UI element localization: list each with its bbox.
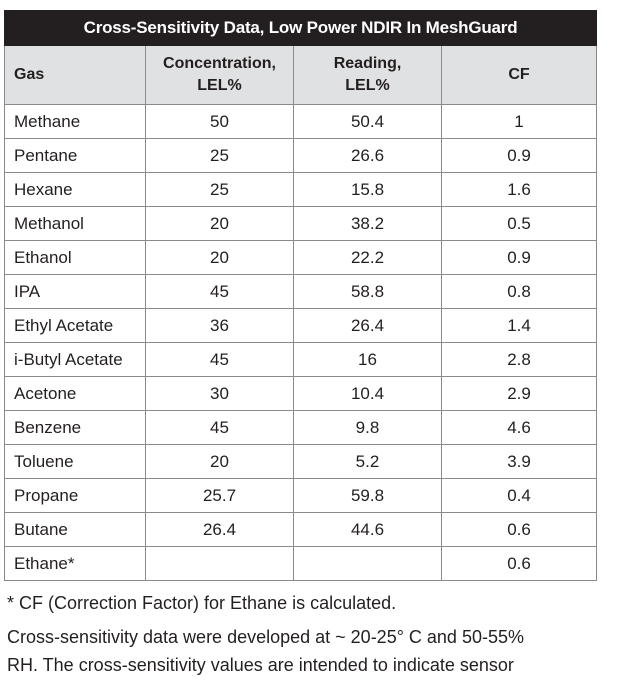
cell-gas: Ethyl Acetate	[4, 308, 146, 343]
table-row: IPA 45 58.8 0.8	[4, 274, 598, 309]
cell-cf: 3.9	[440, 444, 598, 479]
header-gas: Gas	[4, 45, 146, 105]
cell-concentration: 25	[145, 172, 294, 207]
cell-cf: 0.9	[440, 240, 598, 275]
cell-reading: 10.4	[293, 376, 442, 411]
cell-concentration: 45	[145, 410, 294, 445]
cell-cf: 1.6	[440, 172, 598, 207]
cell-cf: 2.9	[440, 376, 598, 411]
table-row: Pentane 25 26.6 0.9	[4, 138, 598, 173]
cell-reading: 15.8	[293, 172, 442, 207]
cell-concentration: 50	[145, 104, 294, 139]
cell-concentration: 36	[145, 308, 294, 343]
table-row: Methanol 20 38.2 0.5	[4, 206, 598, 241]
table-title: Cross-Sensitivity Data, Low Power NDIR I…	[3, 10, 598, 46]
cell-reading: 58.8	[293, 274, 442, 309]
header-concentration-line2: LEL%	[197, 77, 242, 94]
table-row: Toluene 20 5.2 3.9	[4, 444, 598, 479]
cell-reading: 44.6	[293, 512, 442, 547]
cell-concentration: 20	[145, 444, 294, 479]
cell-concentration: 20	[145, 206, 294, 241]
table-body: Methane 50 50.4 1 Pentane 25 26.6 0.9 Hexane 25 15…	[4, 104, 598, 581]
cell-reading: 59.8	[293, 478, 442, 513]
table-row: Acetone 30 10.4 2.9	[4, 376, 598, 411]
header-cf: CF	[440, 45, 598, 105]
cell-reading	[293, 546, 442, 581]
cell-gas: Methane	[4, 104, 146, 139]
table-row: Ethanol 20 22.2 0.9	[4, 240, 598, 275]
cell-gas: i-Butyl Acetate	[4, 342, 146, 377]
paragraph-line-1: Cross-sensitivity data were developed at…	[7, 627, 524, 647]
cell-gas: IPA	[4, 274, 146, 309]
cell-concentration: 20	[145, 240, 294, 275]
cell-concentration: 25.7	[145, 478, 294, 513]
table-row: Butane 26.4 44.6 0.6	[4, 512, 598, 547]
cell-gas: Acetone	[4, 376, 146, 411]
cell-cf: 0.8	[440, 274, 598, 309]
cell-cf: 2.8	[440, 342, 598, 377]
cell-reading: 38.2	[293, 206, 442, 241]
footnote: * CF (Correction Factor) for Ethane is c…	[7, 593, 397, 613]
table-title-row: Cross-Sensitivity Data, Low Power NDIR I…	[3, 10, 598, 46]
cell-reading: 50.4	[293, 104, 442, 139]
table-row: i-Butyl Acetate 45 16 2.8	[4, 342, 598, 377]
cell-gas: Hexane	[4, 172, 146, 207]
cell-reading: 5.2	[293, 444, 442, 479]
description-paragraph: Cross-sensitivity data were developed at…	[7, 623, 607, 679]
cell-reading: 22.2	[293, 240, 442, 275]
cell-reading: 26.6	[293, 138, 442, 173]
table-row: Benzene 45 9.8 4.6	[4, 410, 598, 445]
cell-cf: 0.4	[440, 478, 598, 513]
table-row: Ethane* 0.6	[4, 546, 598, 581]
header-concentration: Concentration, LEL%	[145, 45, 294, 105]
cell-cf: 4.6	[440, 410, 598, 445]
cell-cf: 1.4	[440, 308, 598, 343]
paragraph-line-2: RH. The cross-sensitivity values are int…	[7, 655, 514, 675]
document: Cross-Sensitivity Data, Low Power NDIR I…	[3, 10, 598, 679]
cell-gas: Ethane*	[4, 546, 146, 581]
cell-concentration: 45	[145, 342, 294, 377]
header-reading: Reading, LEL%	[293, 45, 442, 105]
cell-cf: 1	[440, 104, 598, 139]
cell-gas: Butane	[4, 512, 146, 547]
cell-gas: Toluene	[4, 444, 146, 479]
cell-cf: 0.6	[440, 512, 598, 547]
cell-cf: 0.6	[440, 546, 598, 581]
table-row: Methane 50 50.4 1	[4, 104, 598, 139]
cell-gas: Pentane	[4, 138, 146, 173]
table-header-row: Gas Concentration, LEL% Reading, LEL% CF	[4, 45, 598, 105]
table-row: Hexane 25 15.8 1.6	[4, 172, 598, 207]
cell-concentration: 30	[145, 376, 294, 411]
cell-reading: 9.8	[293, 410, 442, 445]
cell-concentration: 25	[145, 138, 294, 173]
cell-concentration	[145, 546, 294, 581]
cell-gas: Benzene	[4, 410, 146, 445]
header-concentration-line1: Concentration,	[163, 55, 276, 72]
header-reading-line1: Reading,	[333, 55, 402, 72]
cell-concentration: 26.4	[145, 512, 294, 547]
cell-gas: Propane	[4, 478, 146, 513]
cell-gas: Methanol	[4, 206, 146, 241]
cell-cf: 0.5	[440, 206, 598, 241]
cell-reading: 16	[293, 342, 442, 377]
header-reading-line2: LEL%	[345, 77, 390, 94]
table-row: Ethyl Acetate 36 26.4 1.4	[4, 308, 598, 343]
cell-reading: 26.4	[293, 308, 442, 343]
cell-concentration: 45	[145, 274, 294, 309]
cell-cf: 0.9	[440, 138, 598, 173]
cross-sensitivity-table: Cross-Sensitivity Data, Low Power NDIR I…	[3, 10, 598, 581]
table-row: Propane 25.7 59.8 0.4	[4, 478, 598, 513]
cell-gas: Ethanol	[4, 240, 146, 275]
